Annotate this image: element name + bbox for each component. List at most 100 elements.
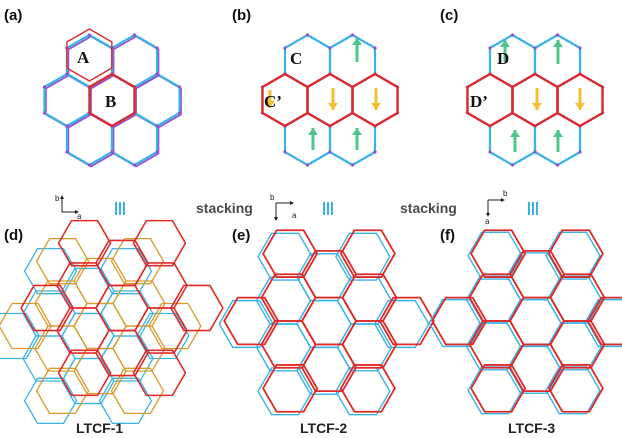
lattice-ring [132, 219, 187, 267]
panel-a-label: (a) [4, 7, 22, 24]
stacking-label-1: stacking [196, 200, 253, 216]
arrow-head [352, 128, 362, 135]
arrow-head [532, 103, 542, 110]
arrow-head [553, 40, 563, 47]
atom-node [155, 46, 159, 50]
axis-b-label: b [55, 194, 60, 203]
atom-node [132, 33, 137, 37]
lattice-ring [110, 367, 165, 415]
lattice-ring [35, 237, 90, 285]
equivalence-mark-3 [528, 202, 538, 215]
panel-a-network [42, 28, 182, 168]
panel-c-network [465, 33, 605, 167]
lattice-ring [339, 364, 396, 413]
region-label-b: B [105, 92, 116, 111]
lattice-ring [23, 247, 78, 295]
atom-node [510, 163, 515, 167]
arrow-head [553, 130, 563, 137]
atom-node [155, 124, 159, 128]
arrow-head [308, 128, 318, 135]
atom-node [510, 33, 515, 37]
panel-e-label: (e) [232, 227, 250, 244]
atom-node [488, 46, 492, 50]
atom-node [578, 46, 582, 50]
lattice-ring [335, 232, 391, 281]
highlight-ring-b [88, 72, 136, 128]
region-label-c: C [290, 49, 302, 68]
red-middle-ring [306, 72, 354, 128]
panel-f: (f) LTCF-3 [428, 227, 622, 436]
axis-b-label-3: b [503, 189, 508, 198]
arrow-head [265, 101, 275, 108]
lattice-ring [57, 349, 112, 397]
lattice-ring [300, 296, 358, 346]
lattice-ring [136, 312, 190, 360]
atom-node [533, 46, 537, 50]
panel-b-arrows [265, 38, 381, 150]
atom-node [373, 150, 377, 154]
region-label-d-prime: D’ [470, 92, 488, 111]
axes-indicator-2: b a [270, 193, 297, 221]
panel-a: (a) A B [4, 7, 182, 168]
panel-e: (e) LTCF-2 [218, 227, 435, 436]
ltcf-3-name: LTCF-3 [508, 420, 555, 436]
atom-node [110, 150, 114, 154]
lattice-ring [257, 232, 313, 281]
ltcf-1-name: LTCF-1 [76, 420, 123, 436]
red-middle-ring [351, 72, 399, 128]
equivalence-mark-1 [115, 202, 125, 215]
axes-indicator-3: b a [485, 189, 508, 226]
region-label-a: A [77, 48, 90, 67]
lattice-ring [57, 219, 112, 267]
atom-node [305, 163, 310, 167]
atom-node [65, 124, 69, 128]
lattice-ring [98, 377, 153, 425]
panel-b: (b) C C’ [232, 7, 400, 167]
axis-a-label-2: a [292, 211, 297, 220]
atom-node [305, 33, 310, 37]
atom-node [65, 72, 69, 76]
axis-a-label: a [77, 212, 82, 221]
atom-node [328, 150, 332, 154]
lattice-ring [467, 231, 523, 280]
atom-node [155, 150, 159, 154]
arrow-head [328, 103, 338, 110]
panel-e-network [218, 229, 435, 416]
atom-node [578, 150, 582, 154]
highlight-ring-a [66, 28, 113, 82]
lattice-ring [20, 284, 75, 332]
atom-node [177, 85, 182, 89]
lattice-ring [169, 284, 224, 332]
arrow-head [510, 130, 520, 137]
lattice-ring [470, 229, 527, 278]
lattice-ring [110, 237, 165, 285]
lattice-ring [61, 312, 115, 360]
panel-f-label: (f) [440, 227, 455, 244]
lattice-ring [583, 298, 622, 348]
lattice-ring [132, 349, 187, 397]
atom-node [132, 163, 137, 167]
atom-node [350, 33, 355, 37]
arrow-head [500, 40, 510, 47]
atom-node [555, 33, 560, 37]
lattice-ring [148, 302, 202, 350]
lattice-ring [262, 364, 319, 413]
arrow-head [575, 103, 585, 110]
region-label-d: D [497, 49, 509, 68]
atom-node [65, 150, 69, 154]
ltcf-2-name: LTCF-2 [300, 420, 347, 436]
lattice-ring [35, 367, 90, 415]
panel-f-network [428, 229, 622, 415]
stacking-label-2: stacking [400, 200, 457, 216]
red-middle-ring [556, 72, 604, 128]
panel-c: (c) D D’ [440, 7, 605, 167]
lattice-ring [339, 229, 396, 278]
atom-node [42, 85, 47, 89]
panel-b-network [260, 33, 400, 167]
atom-node [328, 46, 332, 50]
equivalence-mark-2 [323, 202, 333, 215]
region-label-c-prime: C’ [264, 92, 282, 111]
atom-node [155, 72, 159, 76]
arrow-head [371, 103, 381, 110]
